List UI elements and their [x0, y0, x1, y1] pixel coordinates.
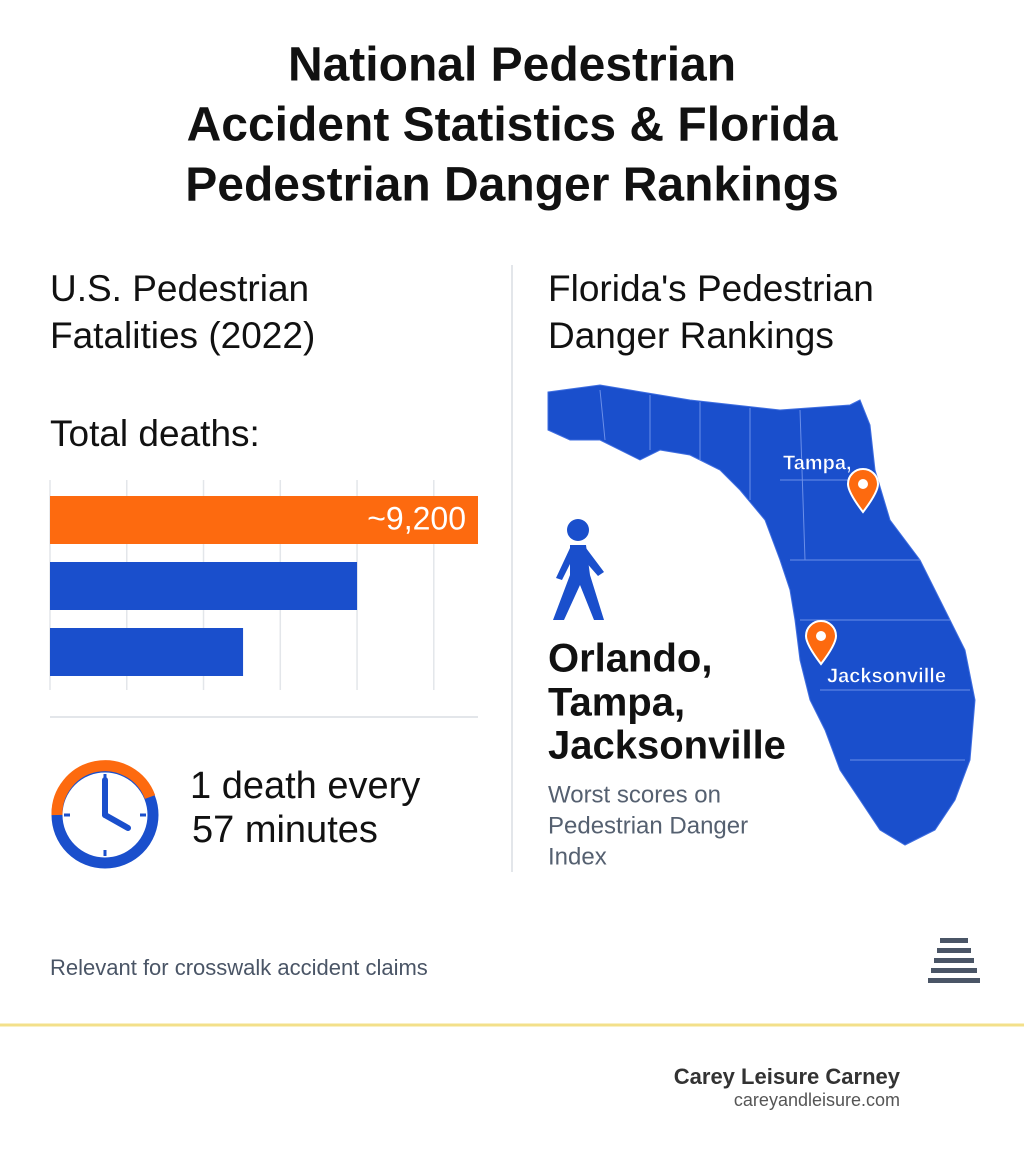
heading-line: Florida's Pedestrian: [548, 268, 874, 309]
right-heading: Florida's Pedestrian Danger Rankings: [548, 268, 874, 356]
note-line: Pedestrian Danger: [548, 812, 748, 839]
brand-url: careyandleisure.com: [734, 1090, 900, 1110]
title-line: National Pedestrian: [288, 39, 736, 92]
left-heading: U.S. Pedestrian Fatalities (2022) Total …: [50, 268, 315, 454]
city: Orlando,: [548, 637, 712, 681]
footnote: Relevant for crosswalk accident claims: [50, 955, 428, 980]
stat-line: 57 minutes: [192, 809, 378, 851]
title: National Pedestrian Accident Statistics …: [185, 39, 839, 212]
bar: [50, 628, 244, 676]
cities: Orlando, Tampa, Jacksonville: [548, 637, 786, 768]
stat-line: 1 death every: [190, 765, 420, 807]
pin-jacksonville: [804, 620, 838, 666]
clock-icon: [51, 760, 159, 869]
note-line: Index: [548, 843, 607, 870]
value-label: ~9,200: [367, 500, 466, 536]
city: Tampa,: [548, 681, 685, 725]
title-line: Pedestrian Danger Rankings: [185, 159, 839, 212]
crosswalk-icon: [928, 938, 980, 983]
note: Worst scores on Pedestrian Danger Index: [548, 781, 748, 870]
title-line: Accident Statistics & Florida: [187, 99, 838, 152]
note-line: Worst scores on: [548, 781, 721, 808]
bar-chart: ~9,200: [49, 480, 478, 690]
bar: [50, 562, 358, 610]
pin-tampa: [846, 468, 880, 514]
heading-line: U.S. Pedestrian: [50, 268, 309, 309]
map-label: Jacksonville: [827, 665, 946, 687]
subheading: Total deaths:: [50, 413, 260, 454]
map-label: Tampa,: [783, 452, 852, 474]
map-labels: Tampa, Jacksonville: [783, 452, 946, 688]
pedestrian-icon: [553, 519, 604, 620]
county-lines: [599, 389, 970, 761]
bar: [50, 496, 478, 544]
brand-name: Carey Leisure Carney: [674, 1064, 901, 1089]
city: Jacksonville: [548, 724, 786, 768]
stat: 1 death every 57 minutes: [190, 765, 420, 851]
heading-line: Danger Rankings: [548, 315, 834, 356]
heading-line: Fatalities (2022): [50, 315, 315, 356]
